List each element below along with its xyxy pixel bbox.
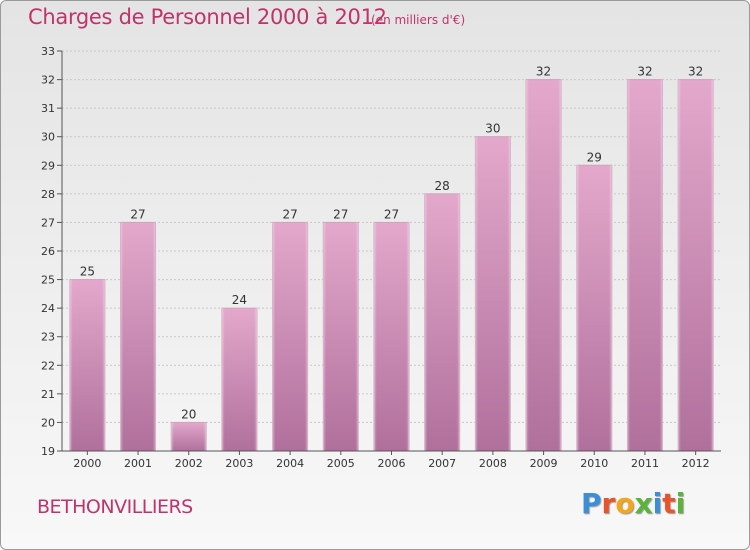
x-tick-label-2008: 2008 xyxy=(479,457,507,470)
data-label-2003: 24 xyxy=(232,293,247,307)
x-tick-label-2006: 2006 xyxy=(378,457,406,470)
y-tick-label: 19 xyxy=(41,445,55,458)
bar-highlight xyxy=(678,79,714,452)
y-tick-label: 20 xyxy=(41,416,55,429)
bar-highlight xyxy=(171,422,207,451)
y-tick-label: 29 xyxy=(41,159,55,172)
logo-letter: i xyxy=(675,487,686,520)
bar-highlight xyxy=(576,165,612,452)
data-label-2004: 27 xyxy=(282,207,297,221)
x-tick-label-2004: 2004 xyxy=(276,457,304,470)
y-tick-label: 33 xyxy=(41,45,55,58)
bar-highlight xyxy=(475,136,511,451)
y-tick-label: 22 xyxy=(41,359,55,372)
y-tick-label: 26 xyxy=(41,245,55,258)
x-tick-label-2010: 2010 xyxy=(580,457,608,470)
x-tick-label-2009: 2009 xyxy=(530,457,558,470)
y-tick-label: 23 xyxy=(41,331,55,344)
logo-letter: P xyxy=(581,487,602,520)
x-tick-label-2002: 2002 xyxy=(175,457,203,470)
y-tick-label: 25 xyxy=(41,274,55,287)
bar-highlight xyxy=(323,222,359,451)
y-tick-label: 24 xyxy=(41,302,55,315)
y-tick-label: 30 xyxy=(41,131,55,144)
data-label-2005: 27 xyxy=(333,207,348,221)
location-name: BETHONVILLIERS xyxy=(37,496,193,518)
chart-subtitle: (en milliers d'€) xyxy=(371,13,466,27)
logo-letter: r xyxy=(601,487,616,520)
y-tick-label: 27 xyxy=(41,216,55,229)
axes: 19 20 21 22 23 24 25 26 27 28 29 30 31 32 33 2000 2001 20… xyxy=(41,45,721,470)
y-tick-label: 21 xyxy=(41,388,55,401)
bar-highlight xyxy=(424,193,460,451)
x-tick-label-2005: 2005 xyxy=(327,457,355,470)
proxiti-logo: Proxiti xyxy=(581,487,685,520)
bar-highlight xyxy=(374,222,409,451)
data-label-2010: 29 xyxy=(587,150,602,164)
logo-letter: x xyxy=(634,487,653,520)
chart-title: Charges de Personnel 2000 à 2012 xyxy=(28,5,387,29)
data-label-2009: 32 xyxy=(536,65,551,79)
logo-letter: t xyxy=(662,487,676,520)
y-tick-label: 28 xyxy=(41,188,55,201)
x-tick-label-2003: 2003 xyxy=(225,457,253,470)
bar-highlight xyxy=(120,222,156,451)
data-label-2001: 27 xyxy=(130,207,145,221)
data-label-2000: 25 xyxy=(80,265,95,279)
logo-letter: o xyxy=(615,487,635,520)
data-label-2012: 32 xyxy=(688,65,703,79)
bar-highlight xyxy=(69,279,105,451)
y-tick-label: 32 xyxy=(41,74,55,87)
data-label-2006: 27 xyxy=(384,207,399,221)
bar-highlight xyxy=(526,79,562,452)
data-label-2008: 30 xyxy=(485,122,500,136)
bar-highlight xyxy=(627,79,663,452)
data-label-2007: 28 xyxy=(435,179,450,193)
data-label-2002: 20 xyxy=(181,407,196,421)
logo-letter: i xyxy=(652,487,663,520)
data-label-2011: 32 xyxy=(637,65,652,79)
x-tick-label-2000: 2000 xyxy=(73,457,101,470)
bars xyxy=(69,79,714,452)
x-tick-label-2001: 2001 xyxy=(124,457,152,470)
x-tick-label-2011: 2011 xyxy=(631,457,659,470)
x-tick-label-2007: 2007 xyxy=(428,457,456,470)
x-tick-label-2012: 2012 xyxy=(682,457,710,470)
y-tick-label: 31 xyxy=(41,102,55,115)
labels: 25 27 20 24 27 27 27 28 30 32 29 32 32 xyxy=(80,65,704,422)
bar-highlight xyxy=(221,308,257,451)
bar-highlight xyxy=(272,222,308,451)
